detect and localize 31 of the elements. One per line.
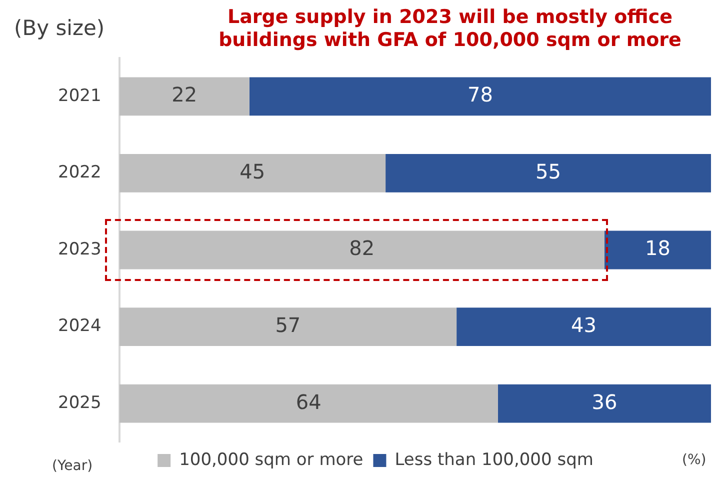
data-label: 45 xyxy=(240,159,266,184)
data-label: 78 xyxy=(467,82,493,107)
data-label: 57 xyxy=(275,313,301,338)
y-tick-label: 2023 xyxy=(58,239,102,260)
data-label: 55 xyxy=(536,159,561,184)
y-tick-label: 2025 xyxy=(58,393,102,414)
y-tick-label: 2021 xyxy=(58,86,102,106)
y-tick-label: 2024 xyxy=(58,316,102,336)
bar xyxy=(119,308,457,346)
data-label: 22 xyxy=(172,82,198,107)
bar xyxy=(119,77,250,116)
data-label: 64 xyxy=(296,390,322,414)
bar xyxy=(119,230,604,270)
bar xyxy=(498,384,711,423)
legend-label: Less than 100,000 sqm xyxy=(394,450,594,470)
bar xyxy=(119,154,386,192)
bar xyxy=(386,154,711,192)
y-tick-label: 2022 xyxy=(58,162,102,183)
x-axis-title: (%) xyxy=(682,452,706,468)
data-label: 43 xyxy=(571,313,597,338)
data-label: 18 xyxy=(645,236,670,260)
y-axis-title: (By size) xyxy=(14,16,105,40)
data-label: 82 xyxy=(349,236,375,260)
text: (Year) xyxy=(52,458,93,474)
bar xyxy=(456,308,711,346)
data-label: 36 xyxy=(592,390,618,414)
chart-title: Large supply in 2023 will be mostly office buildings with GFA of 100,000 sqm or more xyxy=(218,6,682,52)
bar xyxy=(604,230,711,270)
legend-label: 100,000 sqm or more xyxy=(179,450,364,470)
bar xyxy=(119,384,498,423)
bar xyxy=(249,77,711,116)
